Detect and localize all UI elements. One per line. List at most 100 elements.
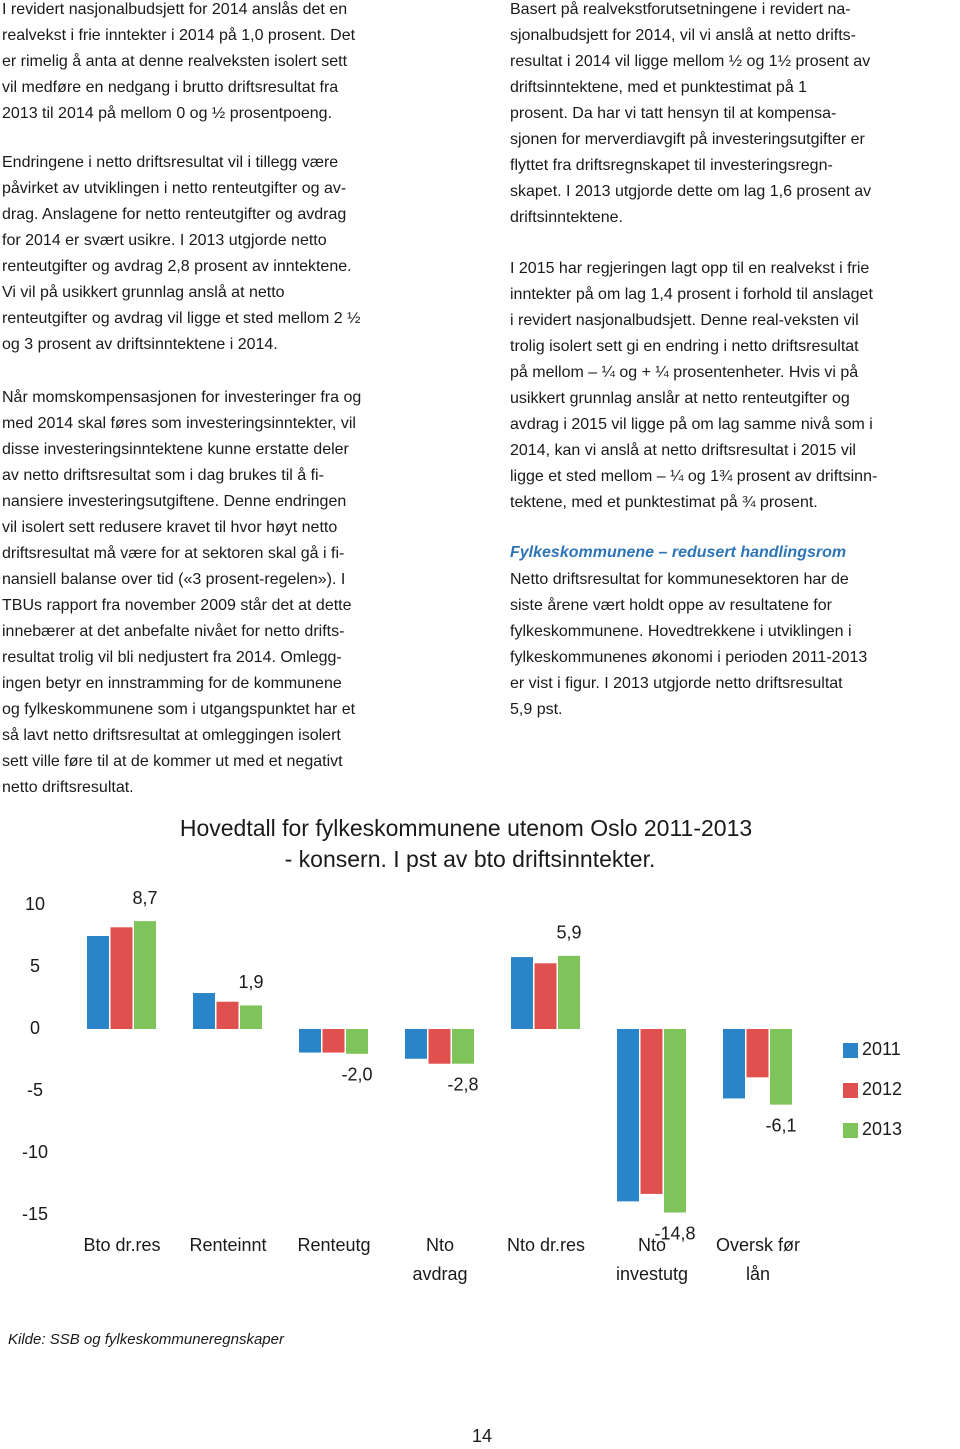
text-line: for 2014 er svært usikre. I 2013 utgjord…	[2, 232, 327, 249]
source: Kilde: SSB og fylkeskommuneregnskaper	[8, 1331, 285, 1348]
text-line: i revidert nasjonalbudsjett. Denne real-…	[510, 312, 859, 329]
x-tick-label: Nto dr.res	[507, 1235, 585, 1255]
text-line: vil isolert sett redusere kravet til hvo…	[2, 519, 337, 536]
text-line: på mellom – ¼ og + ¼ prosentenheter. Hvi…	[510, 363, 858, 381]
bar	[299, 1029, 321, 1053]
legend-swatch	[843, 1123, 858, 1138]
text-line: driftsinntektene.	[510, 209, 623, 226]
text-line: driftsresultat må være for at sektoren s…	[2, 544, 344, 562]
y-tick-label: 0	[30, 1018, 40, 1038]
bar	[346, 1029, 368, 1054]
text-line: innebærer at det anbefalte nivået for ne…	[2, 622, 344, 640]
text-line: 2014, kan vi anslå at netto driftsresult…	[510, 441, 856, 459]
text-line: så lavt netto driftsresultat at omleggin…	[2, 726, 341, 744]
value-label: -2,8	[447, 1074, 478, 1094]
y-tick-label: -15	[22, 1204, 48, 1224]
x-tick-label: Oversk før	[716, 1235, 800, 1255]
text-line: drag. Anslagene for netto renteutgifter …	[2, 206, 346, 223]
text-line: Endringene i netto driftsresultat vil i …	[2, 154, 338, 171]
text-line: sjonalbudsjett for 2014, vil vi anslå at…	[510, 26, 856, 44]
text-line: Vi vil på usikkert grunnlag anslå at net…	[2, 283, 285, 301]
text-line: realvekst i frie inntekter i 2014 på 1,0…	[2, 26, 356, 44]
text-line: resultat trolig vil bli nedjustert fra 2…	[2, 649, 342, 666]
text-line: er vist i figur. I 2013 utgjorde netto d…	[510, 675, 843, 692]
x-tick-label: avdrag	[412, 1264, 467, 1284]
text-line: nansiere investeringsutgiftene. Denne en…	[2, 493, 346, 510]
bar	[240, 1005, 262, 1029]
bar	[322, 1029, 345, 1053]
text-line: usikkert grunnlag anslår at netto renteu…	[510, 389, 850, 407]
x-tick-label: investutg	[616, 1264, 688, 1284]
text-line: 5,9 pst.	[510, 701, 562, 718]
value-label: 5,9	[556, 923, 581, 943]
legend-label: 2013	[862, 1119, 902, 1139]
text-line: avdrag i 2015 vil ligge på om lag samme …	[510, 415, 873, 433]
text-line: Basert på realvekstforutsetningene i rev…	[510, 0, 851, 18]
bar	[511, 957, 533, 1029]
text-line: inntekter på om lag 1,4 prosent i forhol…	[510, 285, 873, 303]
text-line: driftsinntektene, med et punktestimat på…	[510, 78, 807, 96]
y-tick-label: 10	[25, 894, 45, 914]
legend-swatch	[843, 1083, 858, 1098]
text-line: siste årene vært holdt oppe av resultate…	[510, 596, 833, 614]
text-line: sett ville føre til at de kommer ut med …	[2, 753, 343, 770]
text-line: prosent. Da har vi tatt hensyn til at ko…	[510, 105, 836, 122]
text-line: 2013 til 2014 på mellom 0 og ½ prosentpo…	[2, 104, 332, 122]
text-line: netto driftsresultat.	[2, 779, 134, 796]
text-line: vil medføre en nedgang i brutto driftsre…	[2, 79, 338, 96]
text-line: og fylkeskommunene som i utgangspunktet …	[2, 701, 356, 718]
x-tick-label: Bto dr.res	[83, 1235, 160, 1255]
bar	[110, 927, 133, 1029]
x-tick-label: Renteinnt	[189, 1235, 266, 1255]
text-line: resultat i 2014 vil ligge mellom ½ og 1½…	[510, 53, 870, 70]
x-tick-label: Nto	[638, 1235, 666, 1255]
bar	[746, 1029, 769, 1078]
text-line: skapet. I 2013 utgjorde dette om lag 1,6…	[510, 183, 871, 200]
y-tick-label: -5	[27, 1080, 43, 1100]
text-line: Når momskompensasjonen for investeringer…	[2, 388, 361, 406]
bar	[770, 1029, 792, 1105]
bar	[534, 963, 557, 1029]
bar	[193, 993, 215, 1029]
legend-swatch	[843, 1043, 858, 1058]
text-line: med 2014 skal føres som investeringsinnt…	[2, 415, 356, 432]
chart-title: Hovedtall for fylkeskommunene utenom Osl…	[180, 815, 752, 841]
legend-label: 2011	[862, 1039, 901, 1059]
bar	[640, 1029, 663, 1194]
value-label: 8,7	[132, 888, 157, 908]
section-heading: Fylkeskommunene – redusert handlingsrom	[510, 544, 846, 561]
text-line: og 3 prosent av driftsinntektene i 2014.	[2, 336, 278, 353]
text-line: TBUs rapport fra november 2009 står det …	[2, 596, 352, 614]
text-line: av netto driftsresultat som i dag brukes…	[2, 466, 324, 484]
text-line: fylkeskommunenes økonomi i perioden 2011…	[510, 649, 867, 666]
text-line: disse investeringsinntektene kunne ersta…	[2, 441, 350, 458]
text-line: Netto driftsresultat for kommunesektoren…	[510, 571, 849, 588]
text-line: flyttet fra driftsregnskapet til investe…	[510, 157, 833, 174]
value-label: 1,9	[238, 972, 263, 992]
text-line: I revidert nasjonalbudsjett for 2014 ans…	[2, 0, 347, 18]
x-tick-label: Renteutg	[297, 1235, 370, 1255]
bar	[216, 1001, 239, 1029]
text-line: er rimelig å anta at denne realveksten i…	[2, 52, 348, 70]
bar	[664, 1029, 686, 1213]
bar	[617, 1029, 639, 1202]
value-label: -2,0	[341, 1065, 372, 1085]
text-line: sjonen for merverdiavgift på investering…	[510, 130, 866, 148]
text-line: nansiell balanse over tid («3 prosent-re…	[2, 571, 345, 588]
text-line: renteutgifter og avdrag 2,8 prosent av i…	[2, 258, 352, 275]
text-line: påvirket av utviklingen i netto renteutg…	[2, 179, 346, 197]
text-line: ingen betyr en innstramming for de kommu…	[2, 675, 342, 692]
bar	[558, 955, 580, 1029]
bar	[405, 1029, 427, 1059]
x-tick-label: lån	[746, 1264, 770, 1284]
bar	[87, 936, 109, 1029]
value-label: -6,1	[765, 1115, 796, 1135]
x-tick-label: Nto	[426, 1235, 454, 1255]
y-tick-label: 5	[30, 956, 40, 976]
value-label: -14,8	[654, 1223, 695, 1243]
text-line: renteutgifter og avdrag vil ligge et ste…	[2, 310, 360, 327]
text-line: I 2015 har regjeringen lagt opp til en r…	[510, 260, 869, 277]
text-line: fylkeskommunene. Hovedtrekkene i utvikli…	[510, 623, 852, 640]
